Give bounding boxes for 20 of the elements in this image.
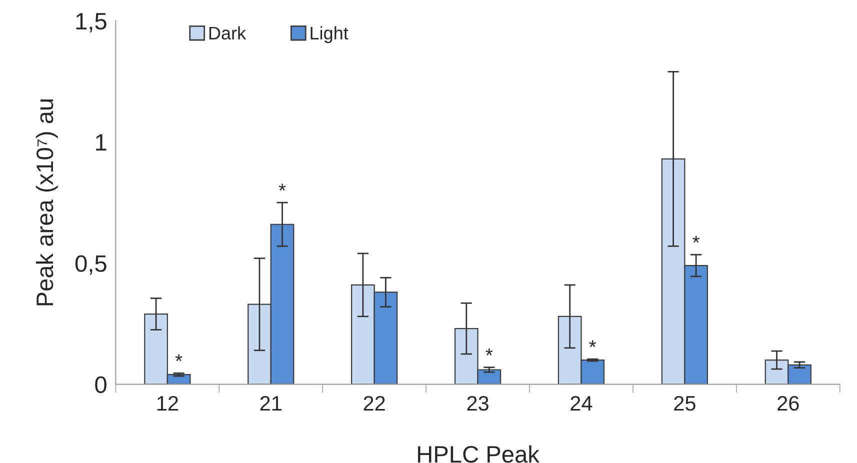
y-tick-label: 0 [95,376,106,394]
y-axis-title: Peak area (x10⁷) au [36,99,58,306]
annotation: * [175,354,182,362]
x-tick-label: 12 [157,396,178,410]
x-axis-title: HPLC Peak [418,445,540,463]
x-tick-label: 26 [778,396,799,411]
x-tick-label: 23 [467,396,488,411]
x-tick-label: 22 [364,396,385,410]
y-tick-label: 1,5 [76,13,106,32]
annotation: * [692,236,700,243]
y-tick-label: 0,5 [75,255,106,275]
annotation: * [589,340,596,348]
legend-label: Light [310,26,348,44]
legend-label: Dark [209,26,246,40]
x-tick-label: 24 [570,396,592,410]
annotation: * [278,184,286,191]
y-tick-label: 1 [96,134,106,151]
x-tick-label: 21 [260,396,282,410]
x-tick-label: 25 [674,396,696,411]
annotation: * [486,348,493,356]
